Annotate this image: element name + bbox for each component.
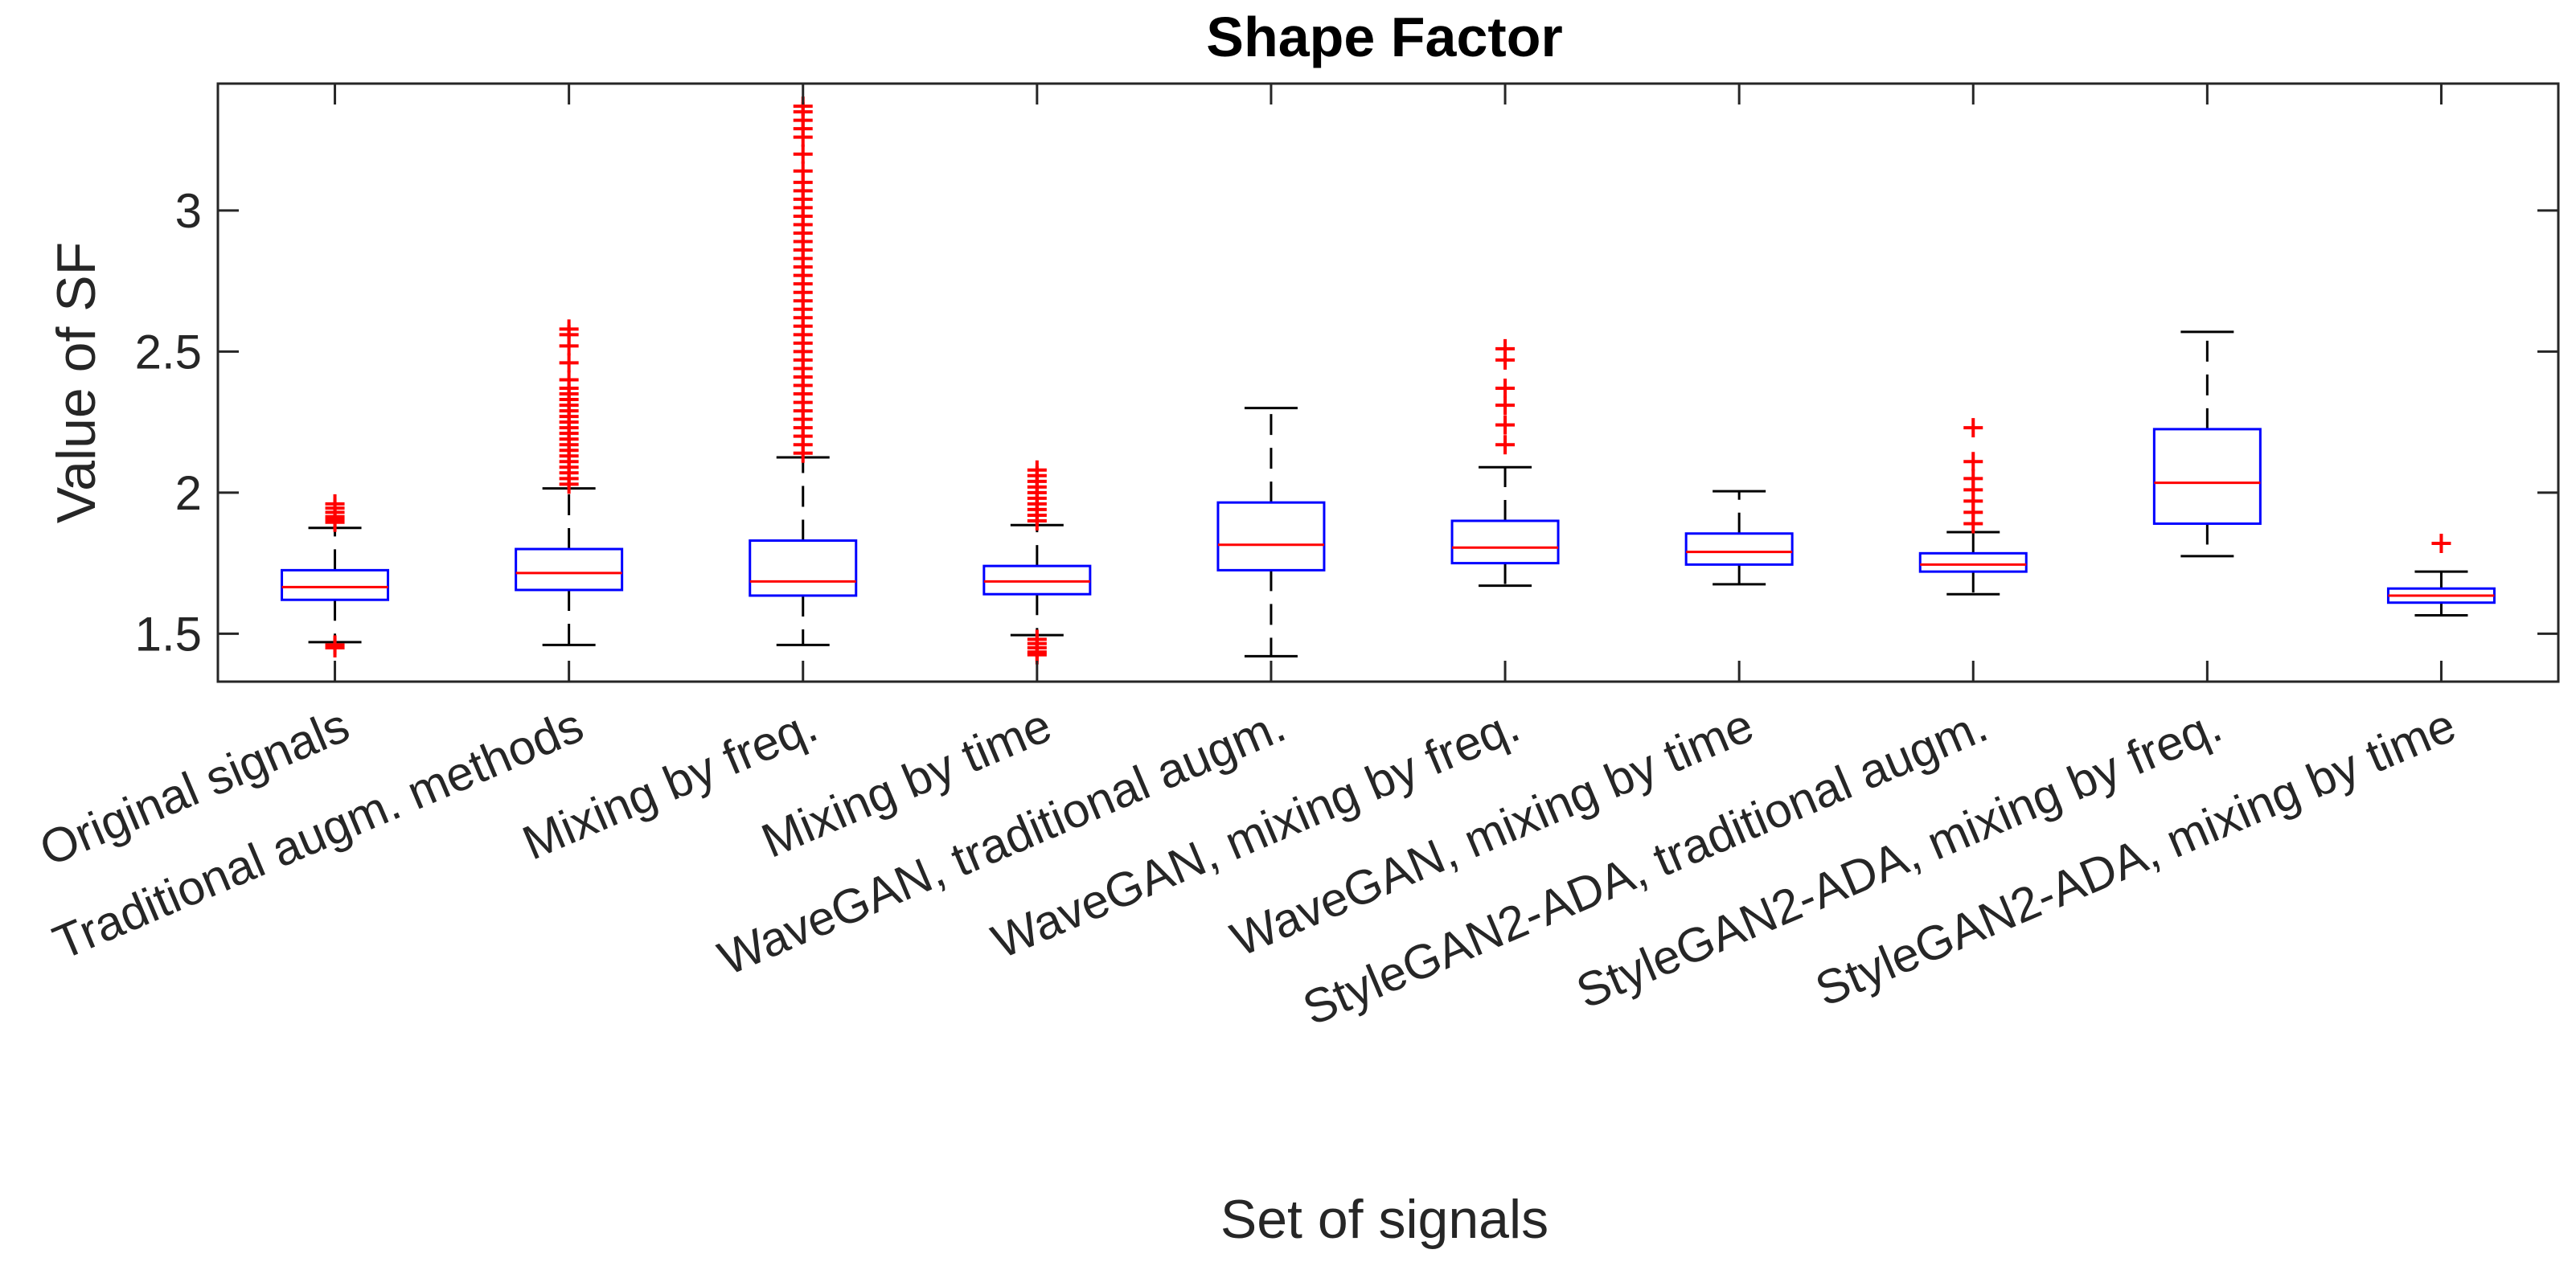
outlier-marker xyxy=(793,144,813,164)
box-group xyxy=(749,96,858,646)
y-tick-label: 1.5 xyxy=(135,607,202,661)
outlier-marker xyxy=(1495,435,1516,455)
y-tick-label: 2.5 xyxy=(135,325,202,379)
box-group xyxy=(1684,490,1794,586)
outlier-marker xyxy=(1963,469,1983,489)
outlier-marker xyxy=(1963,418,1983,438)
box-group xyxy=(281,494,390,658)
box-group xyxy=(515,319,624,646)
outlier-marker xyxy=(559,370,579,390)
iqr-box xyxy=(515,547,624,592)
outlier-marker xyxy=(325,494,345,514)
box-group xyxy=(1918,418,2028,596)
outlier-marker xyxy=(1495,415,1516,435)
outlier-marker xyxy=(2431,534,2451,554)
outlier-marker xyxy=(559,353,579,373)
outlier-marker xyxy=(1963,452,1983,472)
chart-title: Shape Factor xyxy=(1206,6,1562,68)
outlier-marker xyxy=(1495,379,1516,399)
box-group xyxy=(2386,534,2496,617)
outlier-marker xyxy=(1027,460,1047,480)
box-group xyxy=(2152,330,2262,558)
iqr-box xyxy=(281,568,390,601)
y-tick-label: 3 xyxy=(175,184,202,238)
iqr-box xyxy=(1450,519,1560,565)
box-group xyxy=(1216,407,1326,658)
plot-area xyxy=(281,96,2496,665)
outlier-marker xyxy=(793,161,813,181)
box-group xyxy=(982,460,1092,665)
y-axis-label: Value of SF xyxy=(46,242,107,523)
iqr-box xyxy=(982,564,1092,596)
y-axis: 1.5 2 2.5 3 xyxy=(135,184,2558,661)
outlier-marker xyxy=(1495,338,1516,358)
x-axis-label: Set of signals xyxy=(1220,1189,1548,1250)
iqr-box xyxy=(1216,501,1326,572)
iqr-box xyxy=(1684,532,1794,566)
outlier-marker xyxy=(559,319,579,339)
axes-frame xyxy=(216,82,2560,683)
iqr-box xyxy=(1918,551,2028,573)
outlier-marker xyxy=(1495,395,1516,416)
iqr-box xyxy=(2152,428,2262,525)
iqr-box xyxy=(749,539,858,597)
box-group xyxy=(1450,338,1560,588)
y-tick-label: 2 xyxy=(175,466,202,520)
outlier-marker xyxy=(325,637,345,658)
